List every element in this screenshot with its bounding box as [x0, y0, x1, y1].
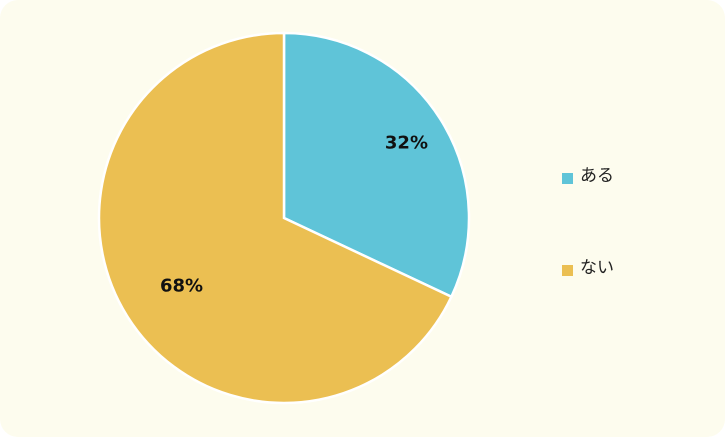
pie-slice — [282, 31, 471, 299]
data-label: 32% — [385, 133, 428, 154]
legend-label: ある — [580, 166, 614, 186]
data-label: 68% — [160, 275, 203, 296]
legend-swatch — [562, 265, 573, 276]
legend-swatch — [562, 173, 573, 184]
legend-label: ない — [580, 258, 614, 278]
pie-slice — [97, 31, 454, 405]
